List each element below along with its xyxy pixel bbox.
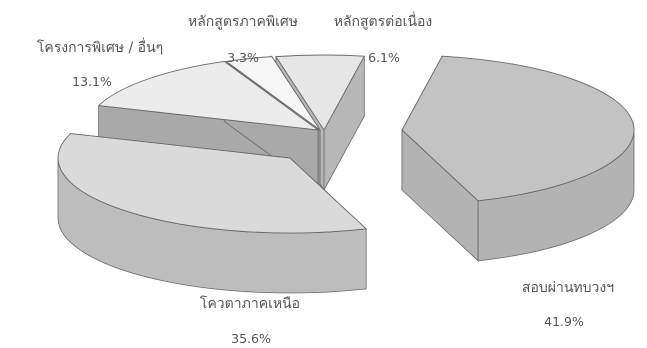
value-continuing-curriculum: 6.1% xyxy=(368,50,400,65)
slice-sob-phan-thabuang xyxy=(401,55,635,262)
slices-layer xyxy=(57,54,635,294)
slice-top xyxy=(275,54,366,131)
label-special-curriculum: หลักสูตรภาคพิเศษ xyxy=(188,14,298,30)
label-sob-phan-thabuang: สอบผ่านทบวงฯ xyxy=(522,280,614,296)
slice-top xyxy=(97,60,320,131)
value-sob-phan-thabuang: 41.9% xyxy=(544,314,584,329)
legend-labels: สอบผ่านทบวงฯ 41.9% โควตาภาคเหนือ 35.6% โ… xyxy=(37,12,614,346)
label-quota-north: โควตาภาคเหนือ xyxy=(200,295,300,312)
value-quota-north: 35.6% xyxy=(231,331,271,346)
label-special-project: โครงการพิเศษ / อื่นๆ xyxy=(37,38,163,56)
slice-top xyxy=(225,56,321,131)
value-special-project: 13.1% xyxy=(72,74,112,89)
slice-top xyxy=(57,133,368,234)
slice-quota-north xyxy=(57,133,368,294)
value-special-curriculum: 3.3% xyxy=(227,50,259,65)
slice-top xyxy=(401,55,635,202)
label-continuing-curriculum: หลักสูตรต่อเนื่อง xyxy=(334,12,433,30)
